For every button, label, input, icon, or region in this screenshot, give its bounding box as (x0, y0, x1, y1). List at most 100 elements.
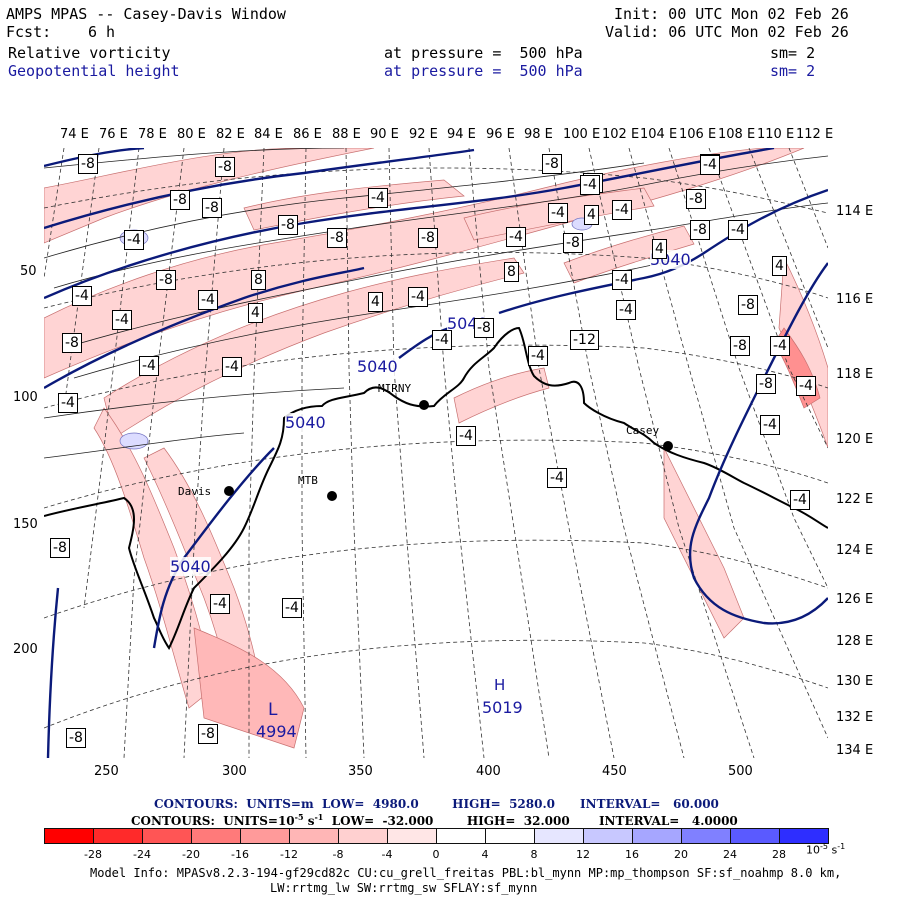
legend-tick-label: -8 (332, 848, 344, 861)
map-plot (44, 148, 828, 758)
vorticity-label: -12 (570, 330, 599, 350)
field1-pressure: at pressure = 500 hPa (384, 44, 583, 62)
vorticity-label: -8 (50, 538, 70, 558)
vorticity-label: -4 (700, 155, 720, 175)
top-lon-label: 78 E (138, 127, 167, 142)
vorticity-label: -4 (456, 426, 476, 446)
right-lon-label: 116 E (836, 292, 874, 307)
legend-swatch (338, 828, 388, 844)
top-lon-label: 102 E (602, 127, 640, 142)
field1-name: Relative vorticity (8, 44, 171, 62)
vorticity-label: 4 (772, 256, 787, 276)
legend-units-exp2: -1 (837, 842, 846, 851)
legend-tick-label: -28 (84, 848, 102, 861)
vorticity-label: -4 (580, 175, 600, 195)
legend-swatch (534, 828, 584, 844)
model-physics: LW:rrtmg_lw SW:rrtmg_sw SFLAY:sf_mynn (270, 881, 538, 895)
vorticity-label: -8 (756, 374, 776, 394)
low-value: 4994 (256, 722, 297, 741)
top-lon-label: 84 E (254, 127, 283, 142)
vort-units-text: CONTOURS: UNITS=10 (131, 814, 295, 828)
vorticity-contour-info: CONTOURS: UNITS=10-5 s-1 LOW= -32.000 HI… (131, 812, 738, 828)
legend-swatch (583, 828, 633, 844)
legend-tick-label: 8 (530, 848, 538, 861)
legend-swatch (240, 828, 290, 844)
vorticity-label: 8 (251, 270, 266, 290)
vort-units-exp: -5 (294, 812, 304, 822)
left-tick-label: 50 (20, 264, 37, 279)
right-lon-label: 124 E (836, 543, 874, 558)
right-lon-label: 114 E (836, 204, 874, 219)
left-tick-label: 200 (13, 642, 38, 657)
vorticity-label: -8 (278, 215, 298, 235)
legend-tick-label: -20 (182, 848, 200, 861)
field2-name: Geopotential height (8, 62, 180, 80)
vorticity-label: -8 (418, 228, 438, 248)
forecast-label: Fcst: (6, 23, 52, 41)
legend-tick-label: 0 (432, 848, 440, 861)
high-marker: H (494, 676, 506, 694)
legend-tick-label: 16 (625, 848, 639, 861)
vorticity-label: -8 (686, 189, 706, 209)
vorticity-label: -4 (282, 598, 302, 618)
legend-swatch (93, 828, 143, 844)
bottom-tick-label: 250 (94, 764, 119, 779)
height-contour-label: 5040 (170, 557, 211, 576)
bottom-tick-label: 350 (348, 764, 373, 779)
legend-units: 10-5 s-1 (806, 842, 845, 857)
vorticity-label: -8 (474, 318, 494, 338)
bottom-tick-label: 500 (728, 764, 753, 779)
bottom-tick-label: 300 (222, 764, 247, 779)
vorticity-label: -8 (563, 233, 583, 253)
top-lon-label: 90 E (370, 127, 399, 142)
vorticity-label: -8 (215, 157, 235, 177)
legend-swatch (191, 828, 241, 844)
vort-units-s: s (303, 814, 315, 828)
legend-swatch (142, 828, 192, 844)
init-time: Init: 00 UTC Mon 02 Feb 26 (614, 5, 849, 23)
legend-swatch (485, 828, 535, 844)
vorticity-label: -8 (690, 220, 710, 240)
vorticity-label: 4 (652, 239, 667, 259)
product-title: AMPS MPAS -- Casey-Davis Window (6, 5, 286, 23)
vorticity-label: -4 (112, 310, 132, 330)
right-lon-label: 122 E (836, 492, 874, 507)
vorticity-label: -8 (62, 333, 82, 353)
vorticity-label: -4 (72, 286, 92, 306)
right-lon-label: 118 E (836, 367, 874, 382)
top-lon-label: 100 E (563, 127, 601, 142)
top-lon-label: 106 E (679, 127, 717, 142)
legend-tick-label: -12 (280, 848, 298, 861)
legend-swatch (632, 828, 682, 844)
station-label: Casey (626, 424, 660, 437)
model-info: Model Info: MPASv8.2.3-194-gf29cd82c CU:… (90, 866, 842, 880)
vorticity-label: -4 (408, 287, 428, 307)
vorticity-label: -8 (78, 154, 98, 174)
field2-smoothing: sm= 2 (770, 62, 816, 80)
field2-pressure: at pressure = 500 hPa (384, 62, 583, 80)
legend-tick-label: -16 (231, 848, 249, 861)
legend-swatch (387, 828, 437, 844)
vorticity-label: -8 (202, 198, 222, 218)
legend-swatch (289, 828, 339, 844)
vorticity-label: -4 (124, 230, 144, 250)
vorticity-label: -4 (760, 415, 780, 435)
vorticity-label: -4 (547, 468, 567, 488)
top-lon-label: 108 E (718, 127, 756, 142)
vorticity-label: -8 (156, 270, 176, 290)
height-contour-label: 5040 (357, 357, 398, 376)
top-lon-label: 110 E (757, 127, 795, 142)
vorticity-label: -4 (790, 490, 810, 510)
top-lon-label: 98 E (524, 127, 553, 142)
legend-swatch (44, 828, 94, 844)
top-lon-label: 92 E (409, 127, 438, 142)
vorticity-label: -4 (728, 220, 748, 240)
vorticity-label: -4 (506, 227, 526, 247)
station-markers (224, 400, 673, 501)
forecast-hour: 6 h (88, 23, 116, 41)
vorticity-label: -8 (730, 336, 750, 356)
legend-units-base: 10 (806, 843, 820, 857)
top-lon-label: 80 E (177, 127, 206, 142)
top-lon-label: 76 E (99, 127, 128, 142)
vorticity-label: -4 (770, 336, 790, 356)
